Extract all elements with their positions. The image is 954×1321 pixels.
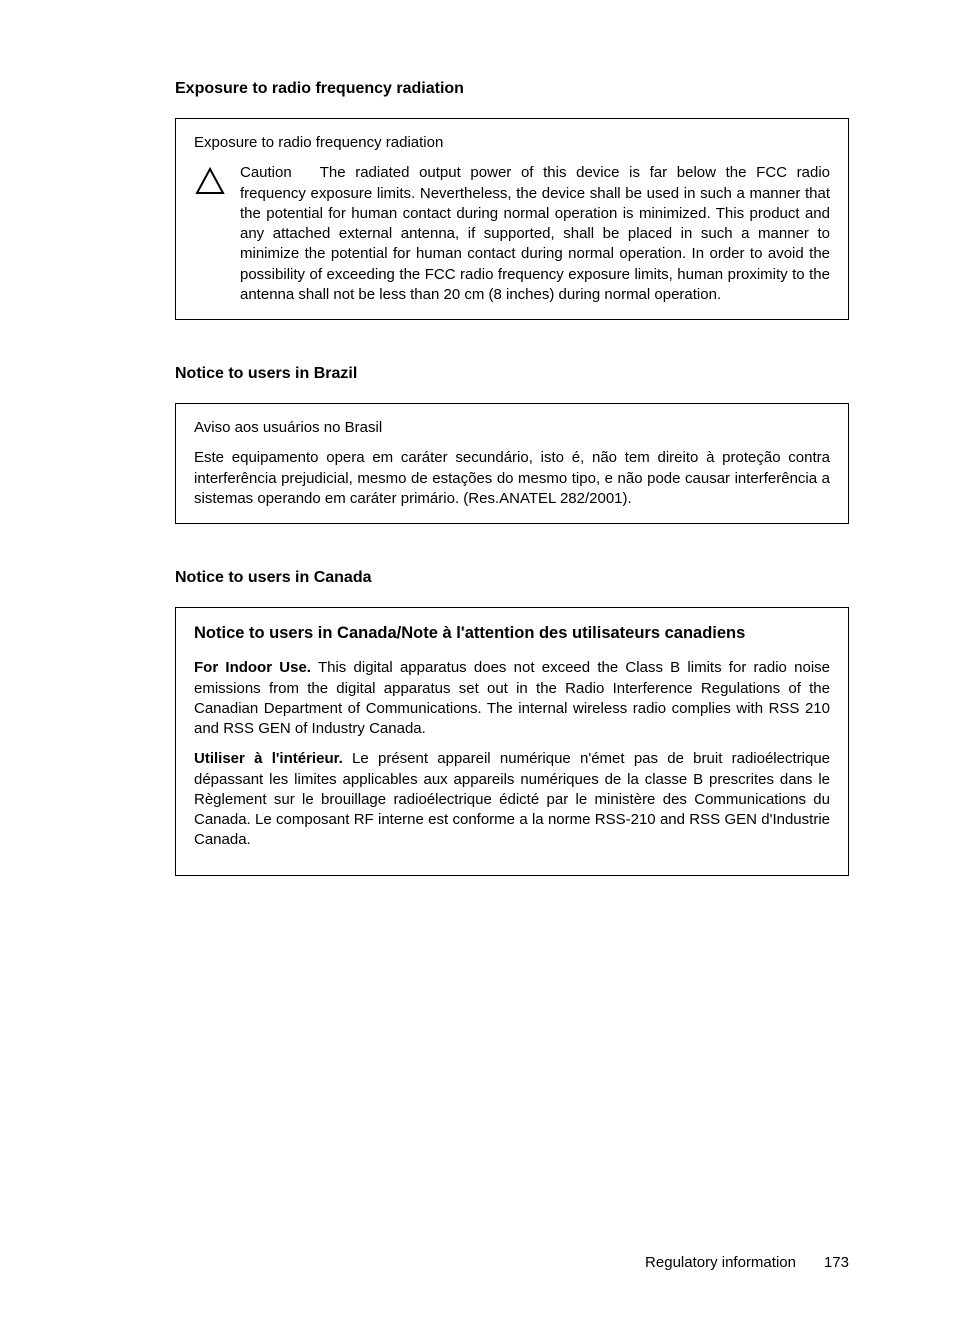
box-brazil-title: Aviso aos usuários no Brasil bbox=[194, 418, 830, 438]
box-canada-title: Notice to users in Canada/Note à l'atten… bbox=[194, 622, 830, 644]
canada-para-1-lead: For Indoor Use. bbox=[194, 659, 311, 676]
box-exposure: Exposure to radio frequency radiation Ca… bbox=[175, 118, 849, 320]
caution-label: Caution bbox=[240, 163, 292, 183]
page-footer: Regulatory information 173 bbox=[645, 1254, 849, 1271]
box-brazil: Aviso aos usuários no Brasil Este equipa… bbox=[175, 403, 849, 524]
heading-canada: Notice to users in Canada bbox=[175, 569, 849, 587]
caution-body: The radiated output power of this device… bbox=[240, 164, 830, 303]
heading-exposure: Exposure to radio frequency radiation bbox=[175, 80, 849, 98]
box-canada: Notice to users in Canada/Note à l'atten… bbox=[175, 607, 849, 876]
brazil-body: Este equipamento opera em caráter secund… bbox=[194, 448, 830, 509]
canada-para-1: For Indoor Use. This digital apparatus d… bbox=[194, 658, 830, 739]
page-root: Exposure to radio frequency radiation Ex… bbox=[0, 0, 954, 1321]
caution-text-block: CautionThe radiated output power of this… bbox=[240, 163, 830, 305]
canada-para-2-lead: Utiliser à l'intérieur. bbox=[194, 750, 343, 767]
footer-page-number: 173 bbox=[824, 1254, 849, 1271]
footer-label: Regulatory information bbox=[645, 1254, 796, 1271]
box-exposure-title: Exposure to radio frequency radiation bbox=[194, 133, 830, 153]
heading-brazil: Notice to users in Brazil bbox=[175, 365, 849, 383]
caution-row: CautionThe radiated output power of this… bbox=[194, 163, 830, 305]
canada-para-2: Utiliser à l'intérieur. Le présent appar… bbox=[194, 749, 830, 850]
caution-triangle-icon bbox=[194, 163, 226, 195]
